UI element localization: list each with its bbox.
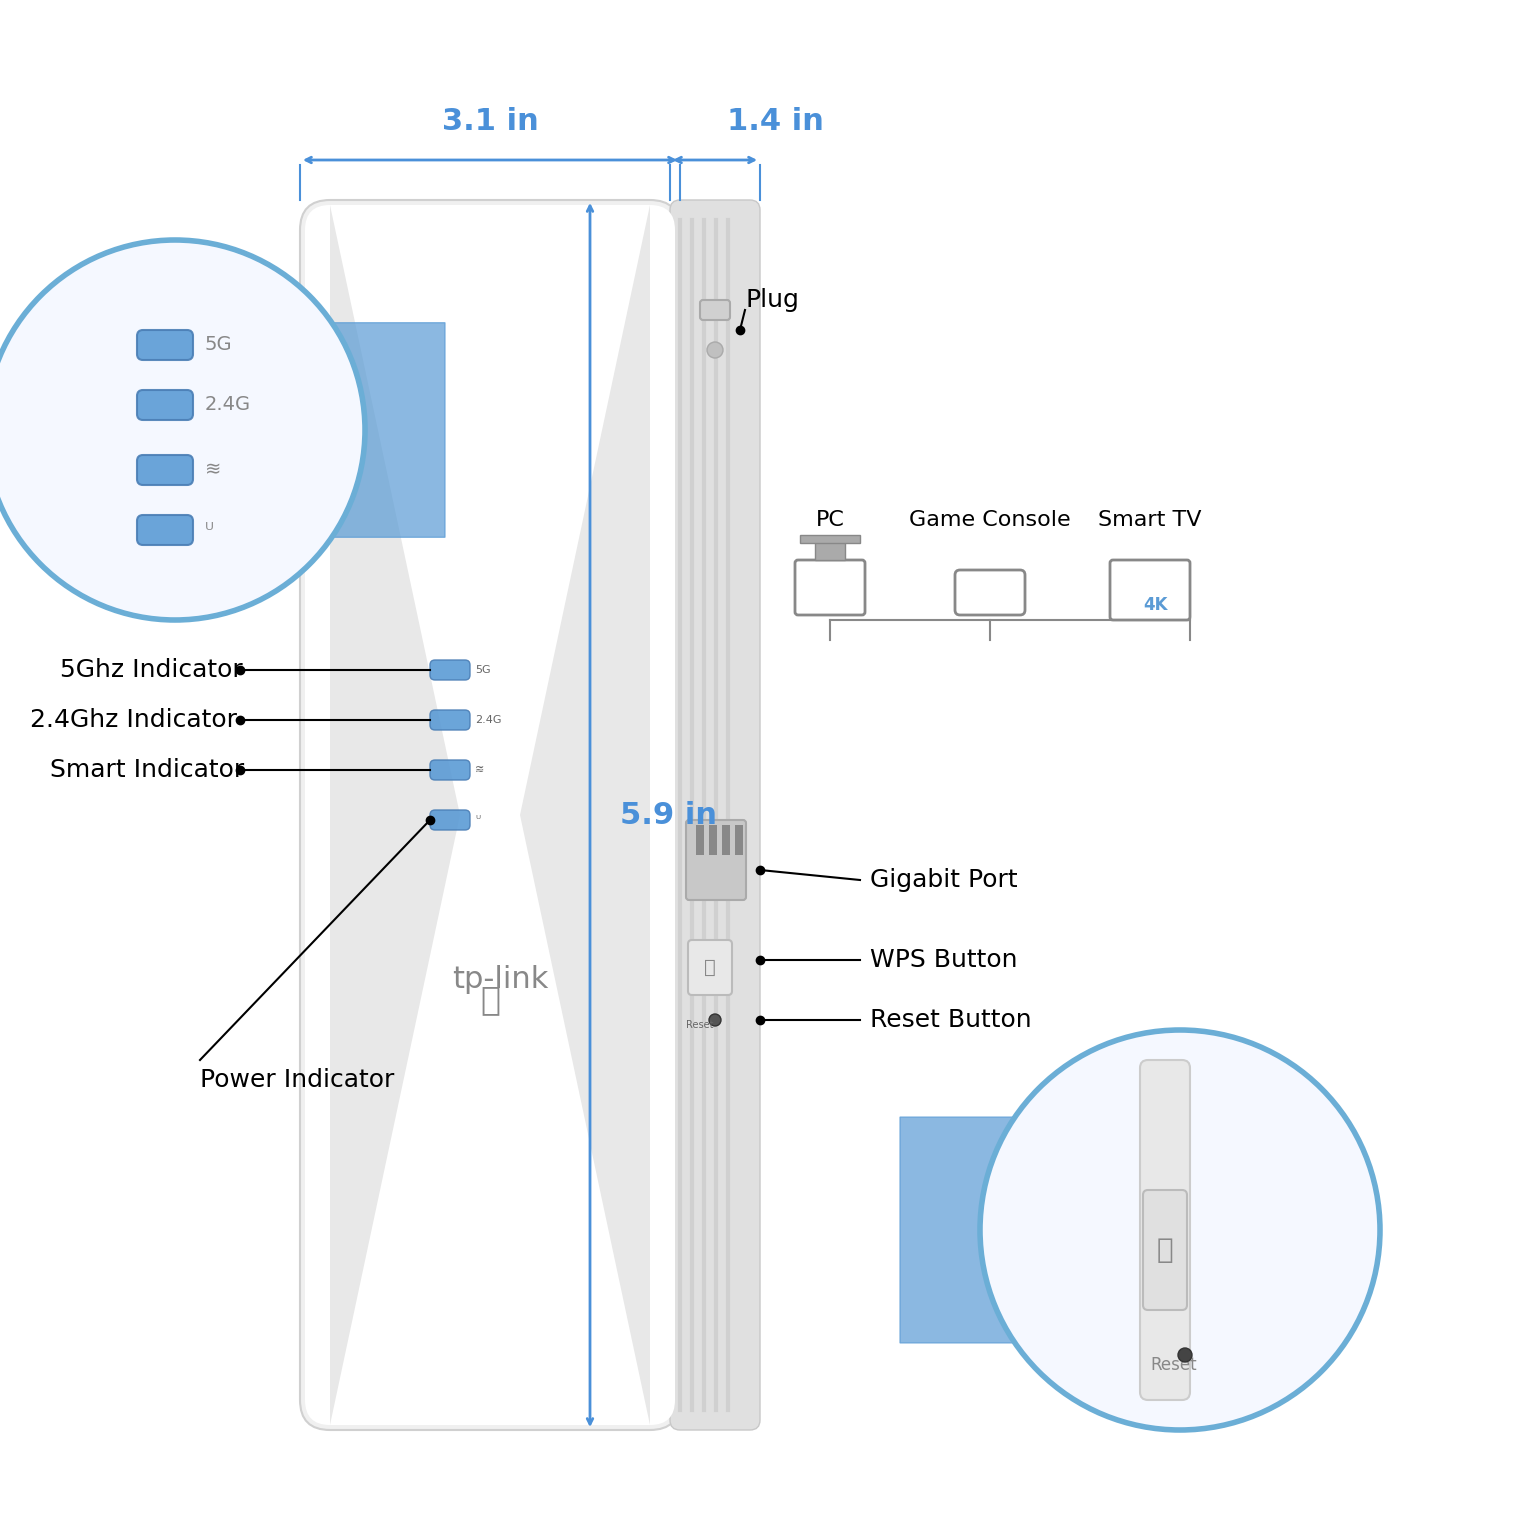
Bar [723, 825, 730, 854]
Text: tp-link: tp-link [452, 966, 548, 995]
Text: WPS Button: WPS Button [870, 948, 1018, 972]
Text: 2.4G: 2.4G [475, 715, 502, 726]
Circle shape [1177, 1347, 1193, 1363]
Text: Power Indicator: Power Indicator [201, 1069, 395, 1092]
FancyBboxPatch shape [687, 940, 732, 995]
Bar [709, 825, 717, 854]
FancyBboxPatch shape [136, 514, 193, 545]
FancyBboxPatch shape [795, 560, 865, 615]
FancyBboxPatch shape [686, 821, 746, 900]
Text: PC: PC [816, 510, 845, 530]
Bar [801, 534, 860, 544]
FancyBboxPatch shape [1141, 1059, 1190, 1399]
FancyBboxPatch shape [136, 331, 193, 360]
Text: Smart Indicator: Smart Indicator [51, 758, 245, 782]
Text: 1.4 in: 1.4 in [727, 107, 824, 136]
Text: Plug: Plug [746, 288, 799, 312]
Text: 🔗: 🔗 [481, 983, 501, 1017]
FancyBboxPatch shape [300, 201, 680, 1430]
Text: Reset: Reset [686, 1020, 713, 1030]
Polygon shape [521, 205, 651, 1425]
FancyBboxPatch shape [430, 759, 470, 779]
FancyBboxPatch shape [1144, 1190, 1187, 1311]
Circle shape [709, 1014, 721, 1026]
Text: ᵁ: ᵁ [205, 521, 214, 539]
FancyBboxPatch shape [671, 201, 759, 1430]
FancyBboxPatch shape [430, 810, 470, 830]
Bar [697, 825, 704, 854]
Text: 5G: 5G [475, 664, 490, 675]
Circle shape [0, 240, 364, 620]
Polygon shape [900, 1118, 1015, 1343]
Text: 5.9 in: 5.9 in [620, 801, 717, 830]
Text: Reset Button: Reset Button [870, 1007, 1032, 1032]
Text: 🔒: 🔒 [704, 957, 717, 977]
Bar [814, 540, 845, 560]
Text: 2.4G: 2.4G [205, 395, 251, 415]
Text: Smart TV: Smart TV [1098, 510, 1202, 530]
Text: 🔒: 🔒 [1157, 1236, 1173, 1265]
FancyBboxPatch shape [305, 205, 675, 1425]
Text: 4K: 4K [1142, 596, 1167, 614]
FancyBboxPatch shape [700, 300, 730, 320]
Bar [735, 825, 743, 854]
Text: ≋: ≋ [475, 766, 484, 775]
Circle shape [707, 341, 723, 358]
FancyBboxPatch shape [1110, 560, 1190, 620]
Text: Gigabit Port: Gigabit Port [870, 868, 1018, 893]
Text: 5Ghz Indicator: 5Ghz Indicator [60, 658, 243, 681]
Text: Game Console: Game Console [909, 510, 1070, 530]
Text: ᵁ: ᵁ [475, 814, 481, 825]
FancyBboxPatch shape [136, 390, 193, 419]
Polygon shape [331, 205, 459, 1425]
Text: 3.1 in: 3.1 in [441, 107, 539, 136]
Text: 2.4Ghz Indicator: 2.4Ghz Indicator [31, 707, 237, 732]
FancyBboxPatch shape [430, 710, 470, 730]
Text: 5G: 5G [205, 335, 233, 355]
Polygon shape [332, 323, 446, 537]
FancyBboxPatch shape [955, 570, 1024, 615]
FancyBboxPatch shape [136, 455, 193, 485]
Text: Reset: Reset [1150, 1356, 1197, 1373]
FancyBboxPatch shape [430, 660, 470, 680]
Circle shape [980, 1030, 1379, 1430]
Text: ≋: ≋ [205, 461, 222, 479]
